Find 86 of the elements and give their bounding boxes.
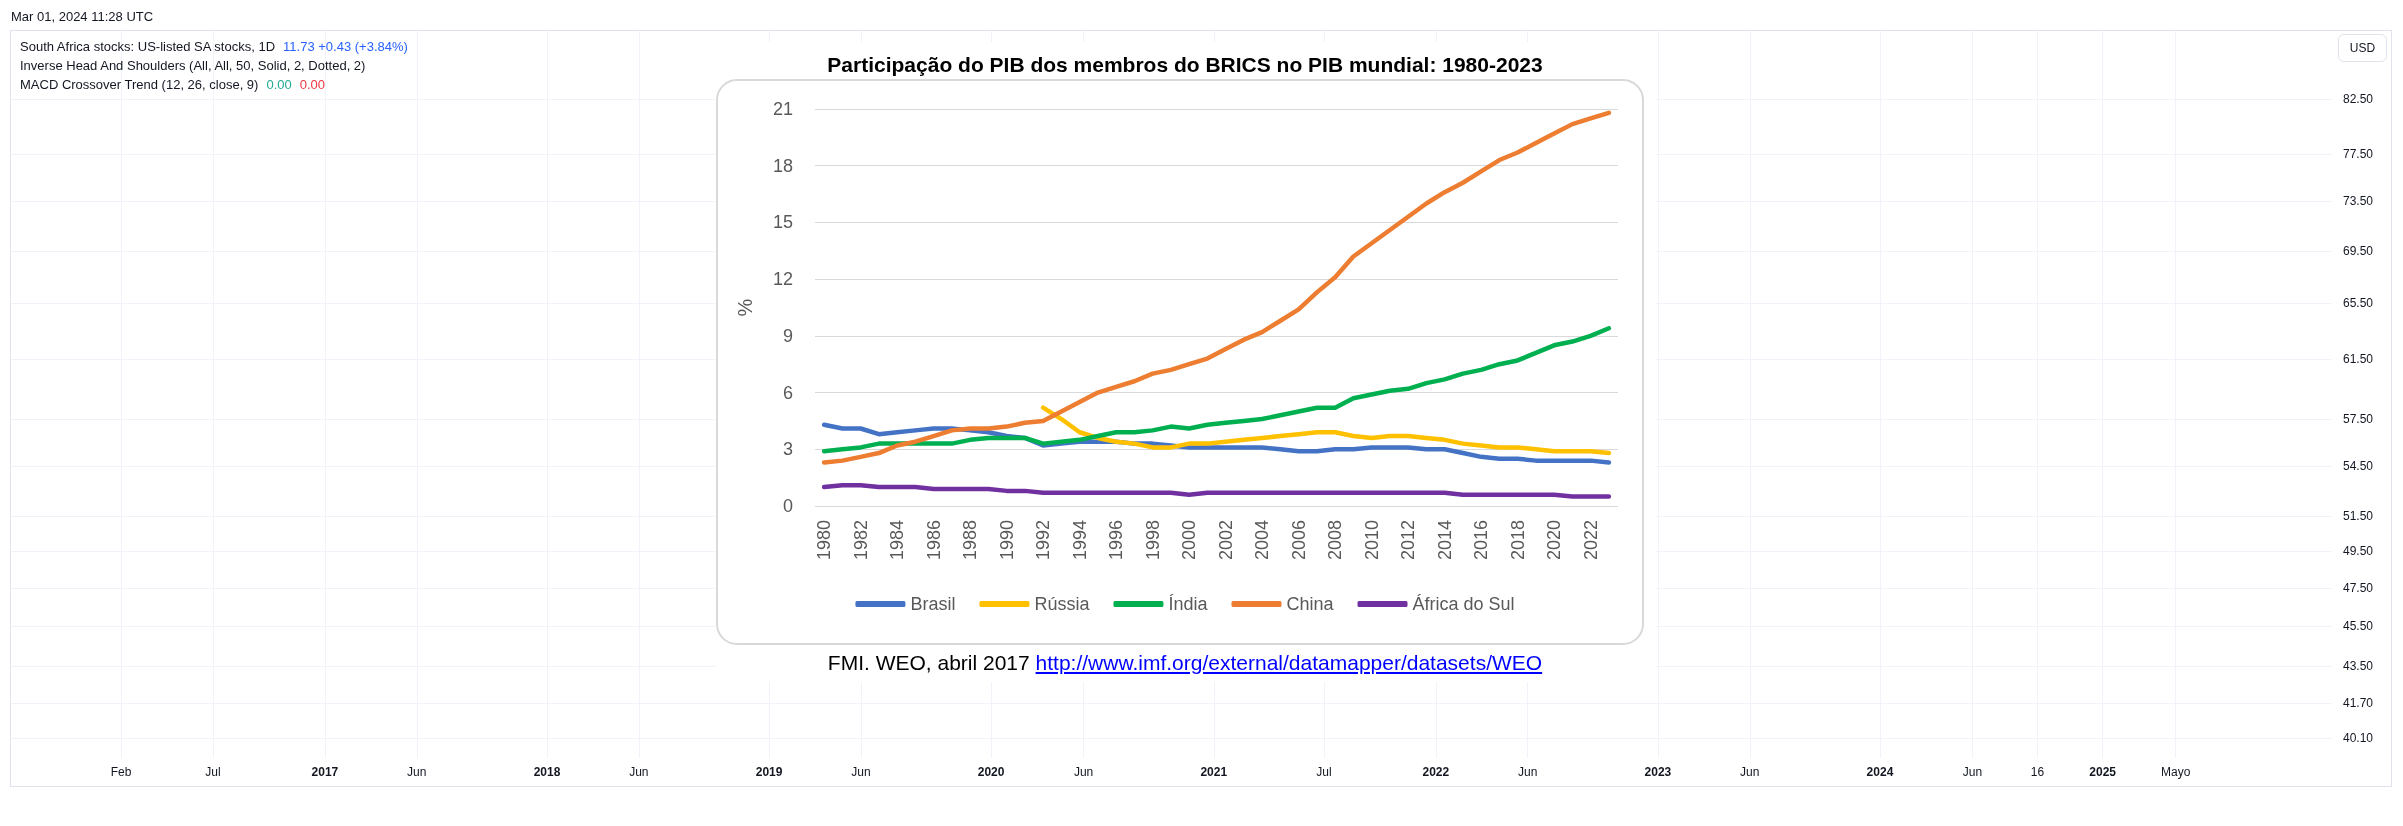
- x-tick-label: 2024: [1866, 765, 1894, 779]
- x-tick-label: Jun: [629, 765, 649, 779]
- line-series: [1040, 405, 1612, 456]
- legend-label: África do Sul: [1412, 594, 1515, 614]
- y-tick-label: 43.50: [2343, 658, 2374, 673]
- x-tick-label: 2022: [1422, 765, 1450, 779]
- x-tick-label: 1988: [960, 520, 981, 561]
- legend-label: Rússia: [1034, 594, 1091, 614]
- x-tick-label: Feb: [110, 765, 132, 779]
- x-tick-label: 16: [2030, 765, 2045, 779]
- x-tick-label: 1984: [887, 520, 908, 561]
- y-tick-label: 41.70: [2343, 696, 2374, 711]
- x-tick-label: 2012: [1398, 520, 1419, 561]
- x-tick-label: 2020: [1544, 520, 1565, 561]
- x-tick-label: 2004: [1252, 520, 1273, 561]
- x-tick-label: 2018: [533, 765, 561, 779]
- x-tick-label: 2018: [1507, 520, 1528, 561]
- annotation: 11.73 +0.43 (+3.84%): [283, 39, 408, 54]
- x-tick-label: 1996: [1106, 520, 1127, 561]
- y-tick-label: 77.50: [2343, 147, 2374, 162]
- y-tick-label: 82.50: [2343, 92, 2374, 107]
- x-tick-label: 2006: [1288, 520, 1309, 561]
- annotation: 0.00: [266, 77, 292, 92]
- x-tick-label: 2025: [2089, 765, 2117, 779]
- annotation: Inverse Head And Shoulders (All, All, 50, Solid, 2, Dotted, 2): [20, 58, 366, 73]
- y-tick-label: 54.50: [2343, 459, 2374, 474]
- x-tick-label: Jun: [1962, 765, 1983, 779]
- annotation: 0.00: [299, 77, 326, 92]
- y-tick-label: 40.10: [2343, 730, 2374, 745]
- x-tick-label: Jul: [205, 765, 221, 779]
- x-tick-label: Jul: [1316, 765, 1332, 779]
- x-tick-label: Jun: [1518, 765, 1538, 779]
- x-tick-label: Jun: [1073, 765, 1094, 779]
- x-tick-label: 2002: [1215, 520, 1236, 561]
- x-tick-label: 2021: [1200, 765, 1228, 779]
- y-tick-label: 51.50: [2343, 509, 2374, 524]
- annotation: MACD Crossover Trend (12, 26, close, 9): [20, 77, 259, 92]
- x-tick-label: 1986: [923, 520, 944, 561]
- x-tick-label: Mayo: [2160, 765, 2191, 779]
- y-tick-label: 18: [772, 155, 793, 176]
- y-tick-label: 45.50: [2343, 619, 2374, 634]
- y-tick-label: 12: [772, 269, 793, 290]
- x-tick-label: 2010: [1361, 520, 1382, 561]
- y-tick-label: 61.50: [2343, 352, 2374, 367]
- annotation: South Africa stocks: US-listed SA stocks, 1D: [20, 39, 276, 54]
- x-tick-label: Jun: [1740, 765, 1760, 779]
- x-tick-label: 2000: [1179, 520, 1200, 561]
- x-tick-label: 2019: [755, 765, 783, 779]
- line-series: [821, 110, 1612, 465]
- x-tick-label: Jun: [851, 765, 871, 779]
- x-tick-label: 2016: [1471, 520, 1492, 561]
- y-tick-label: 3: [782, 439, 793, 460]
- y-tick-label: 21: [772, 99, 793, 119]
- text: Mar 01, 2024 11:28 UTC: [11, 9, 154, 24]
- y-tick-label: 49.50: [2343, 544, 2374, 559]
- y-tick-label: 0: [782, 496, 793, 516]
- y-tick-label: 69.50: [2343, 243, 2374, 258]
- y-tick-label: 73.50: [2343, 194, 2374, 209]
- chart-title: Participação do PIB dos membros do BRICS no PIB mundial: 1980-2023: [827, 53, 1543, 76]
- legend-label: Índia: [1168, 594, 1209, 614]
- line-series: [821, 482, 1612, 499]
- line-series: [821, 326, 1612, 454]
- y-tick-label: 65.50: [2343, 296, 2374, 311]
- legend-label: Brasil: [910, 594, 956, 614]
- x-tick-label: 2014: [1434, 520, 1455, 561]
- y-tick-label: 6: [782, 382, 793, 403]
- legend-label: China: [1286, 594, 1335, 614]
- x-tick-label: Jun: [407, 765, 427, 779]
- x-tick-label: 1982: [850, 520, 871, 561]
- x-tick-label: 1990: [996, 520, 1017, 561]
- x-tick-label: 2017: [311, 765, 339, 779]
- x-tick-label: 1992: [1033, 520, 1054, 561]
- x-tick-label: 1994: [1069, 520, 1090, 561]
- y-tick-label: 9: [782, 325, 793, 346]
- x-tick-label: 1998: [1142, 520, 1163, 561]
- x-tick-label: 2023: [1644, 765, 1672, 779]
- annotation: FMI. WEO, abril 2017 http://www.imf.org/external/datamapper/datasets/WEO: [827, 651, 1543, 674]
- x-tick-label: 2008: [1325, 520, 1346, 561]
- y-axis-title: %: [734, 298, 756, 317]
- y-tick-label: 15: [772, 212, 793, 233]
- y-tick-label: 57.50: [2343, 411, 2374, 426]
- x-tick-label: 1980: [814, 520, 835, 561]
- x-tick-label: 2020: [977, 765, 1005, 779]
- y-tick-label: 47.50: [2343, 580, 2374, 595]
- currency-button: USD: [2338, 34, 2387, 62]
- x-tick-label: 2022: [1580, 520, 1601, 561]
